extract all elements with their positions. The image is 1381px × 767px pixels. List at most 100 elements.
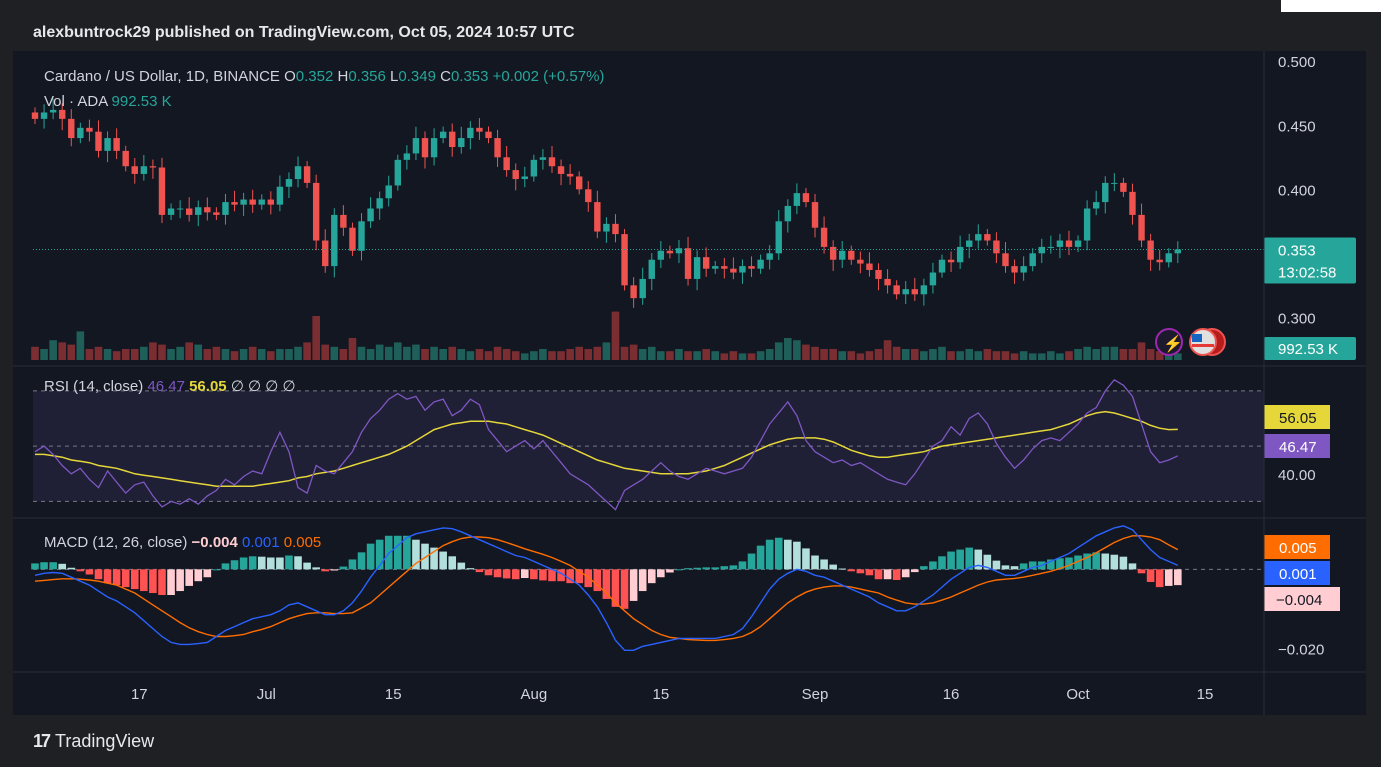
- macd-histogram-bar: [294, 556, 302, 570]
- candle-body: [539, 157, 547, 160]
- volume-bar: [629, 344, 638, 360]
- candle-body: [639, 278, 646, 299]
- price-pane[interactable]: 0.500 0.450 0.400 0.300 0.353 13:02:58 992.53 …: [13, 54, 1366, 367]
- volume-bar: [339, 349, 348, 360]
- volume-bar: [611, 311, 620, 360]
- candle-body: [875, 269, 882, 279]
- candle-body: [394, 159, 401, 186]
- candle-body: [784, 205, 792, 222]
- time-axis[interactable]: 17 Jul 15 Aug 15 Sep 16 Oct 15: [131, 51, 1265, 715]
- candle-body: [376, 198, 383, 209]
- macd-histogram-bar: [647, 569, 656, 584]
- macd-histogram-bar: [620, 569, 629, 609]
- candle-body: [349, 227, 356, 251]
- candle-body: [866, 263, 873, 270]
- macd-legend: MACD (12, 26, close) −0.004 0.001 0.005: [44, 534, 321, 551]
- volume-bar: [94, 346, 103, 360]
- volume-bar: [457, 349, 466, 360]
- macd-histogram-bar: [774, 537, 783, 570]
- macd-histogram-bar: [983, 554, 992, 570]
- macd-histogram-bar: [1101, 553, 1110, 570]
- macd-histogram-bar: [239, 557, 248, 570]
- price-tick-label: 0.300: [1278, 310, 1316, 327]
- candle-body: [231, 202, 238, 205]
- macd-histogram-bar: [1019, 563, 1028, 570]
- volume-bar: [1010, 353, 1019, 360]
- volume-bar: [847, 351, 856, 360]
- publisher-caption: alexbuntrock29 published on TradingView.…: [33, 24, 575, 41]
- macd-histogram-bar: [584, 569, 593, 588]
- tv-logo-icon: 17: [33, 731, 51, 751]
- macd-histogram-bar: [629, 569, 638, 601]
- events-group[interactable]: ⚡: [1155, 328, 1226, 356]
- volume-bar: [276, 349, 284, 360]
- candle-body: [1065, 240, 1073, 247]
- macd-histogram-bar: [856, 569, 865, 574]
- macd-histogram-bar: [747, 553, 756, 570]
- macd-signal-legend-value: 0.005: [284, 534, 322, 551]
- macd-histogram-bar: [366, 543, 375, 570]
- volume-bar: [956, 351, 964, 360]
- rsi-tick-label: 40.00: [1278, 467, 1316, 484]
- rsi-ma-legend-value: 56.05: [189, 378, 231, 395]
- candle-body: [521, 176, 528, 180]
- candle-body: [285, 179, 293, 187]
- volume-bar: [520, 353, 529, 360]
- volume-bar: [194, 344, 203, 360]
- macd-histogram-bar: [348, 559, 357, 570]
- candle-body: [884, 278, 891, 286]
- candle-body: [839, 250, 846, 260]
- volume-bar: [85, 349, 94, 360]
- macd-histogram-bar: [1164, 569, 1173, 586]
- macd-histogram-bar: [203, 569, 212, 578]
- tradingview-logo[interactable]: 17 TradingView: [33, 731, 154, 752]
- volume-bar: [811, 346, 819, 360]
- macd-histogram-bar: [1092, 552, 1100, 570]
- candle-body: [485, 131, 492, 139]
- macd-histogram-bar: [684, 568, 692, 570]
- macd-histogram-bar: [112, 569, 121, 586]
- volume-badge: [1264, 337, 1356, 360]
- time-tick-label: 15: [385, 686, 402, 703]
- lightning-icon: [1155, 328, 1183, 356]
- macd-histogram-bar: [248, 556, 257, 570]
- volume-bar: [321, 344, 330, 360]
- macd-signal-badge: [1264, 535, 1330, 559]
- rsi-placeholder: ∅: [248, 378, 265, 395]
- macd-histogram-bar: [829, 564, 837, 570]
- macd-histogram-bar: [711, 567, 720, 570]
- time-tick-label: 15: [1197, 686, 1214, 703]
- volume-bar: [203, 349, 212, 360]
- macd-histogram-bar: [375, 539, 384, 570]
- volume-bar: [901, 349, 910, 360]
- candle-body: [984, 234, 991, 241]
- macd-histogram-bar: [31, 563, 39, 570]
- symbol-legend: Cardano / US Dollar, 1D, BINANCE O0.352 …: [44, 68, 604, 85]
- candle-body: [1138, 214, 1145, 241]
- candle-body: [811, 202, 819, 228]
- macd-histogram-bar: [548, 569, 556, 582]
- volume-bar: [1001, 351, 1010, 360]
- volume-bar: [947, 351, 955, 360]
- volume-bar: [430, 346, 438, 360]
- volume-bar: [1101, 346, 1110, 360]
- candle-body: [857, 259, 864, 264]
- macd-histogram-bar: [276, 557, 284, 570]
- macd-histogram-bar: [802, 548, 810, 570]
- macd-histogram-bar: [94, 569, 103, 580]
- volume-bar: [67, 344, 76, 360]
- volume-bar: [793, 340, 801, 360]
- volume-bar: [784, 338, 792, 360]
- candle-body: [693, 257, 701, 279]
- volume-bar: [312, 316, 320, 360]
- volume-bar: [31, 346, 39, 360]
- candle-body: [1129, 191, 1136, 215]
- macd-legend-value: 0.001: [242, 534, 284, 551]
- macd-histogram-bar: [784, 539, 792, 570]
- legend-part: Cardano / US Dollar, 1D, BINANCE: [44, 68, 284, 85]
- macd-hist-legend-value: −0.004: [192, 534, 242, 551]
- macd-tick-label: −0.020: [1278, 641, 1324, 658]
